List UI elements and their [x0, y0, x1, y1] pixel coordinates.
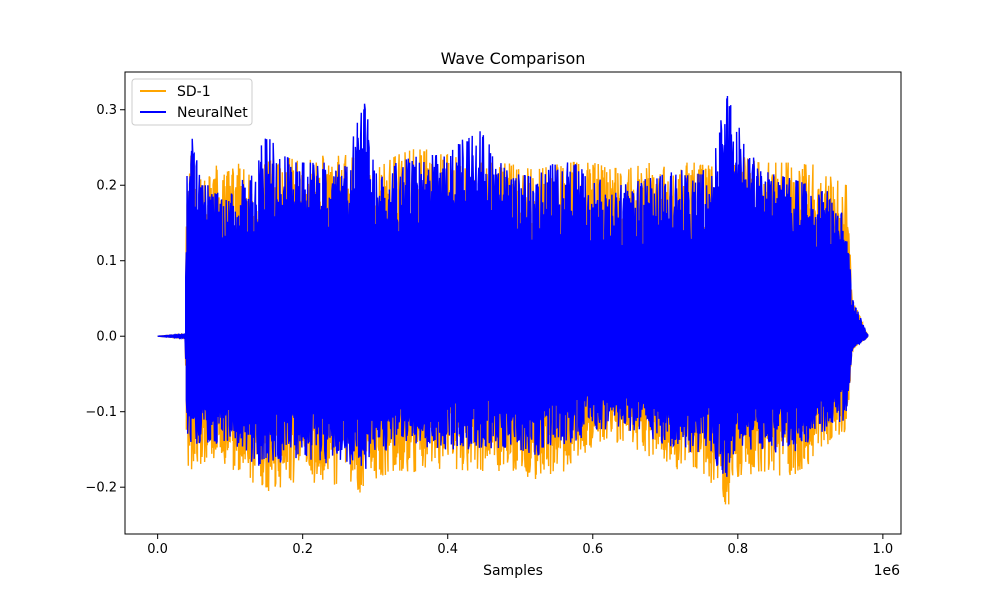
y-tick-label: 0.3	[96, 103, 117, 118]
axes-frame	[124, 71, 902, 535]
y-axis: −0.2 −0.1 0.0 0.1 0.2 0.3	[85, 103, 125, 496]
legend: SD-1 NeuralNet	[131, 78, 253, 126]
x-tick-label: 0.6	[582, 542, 603, 557]
y-tick-label: −0.1	[85, 405, 117, 420]
x-axis-label: Samples	[483, 563, 543, 579]
x-axis-offset-label: 1e6	[874, 563, 901, 579]
y-tick-label: 0.2	[96, 179, 117, 194]
chart-title: Wave Comparison	[441, 49, 586, 68]
legend-label-sd1: SD-1	[177, 84, 211, 100]
y-tick-label: −0.2	[85, 481, 117, 496]
x-tick-label: 0.8	[727, 542, 748, 557]
x-axis: 0.0 0.2 0.4 0.6 0.8 1.0	[147, 534, 893, 557]
x-tick-label: 0.4	[437, 542, 458, 557]
plot-content	[157, 96, 869, 505]
series-line	[157, 96, 869, 477]
y-tick-label: 0.0	[96, 330, 117, 345]
x-tick-label: 0.2	[292, 542, 313, 557]
x-tick-label: 0.0	[147, 542, 168, 557]
legend-label-neuralnet: NeuralNet	[177, 105, 248, 121]
x-tick-label: 1.0	[873, 542, 894, 557]
series-neuralnet	[157, 96, 869, 477]
y-tick-label: 0.1	[96, 254, 117, 269]
